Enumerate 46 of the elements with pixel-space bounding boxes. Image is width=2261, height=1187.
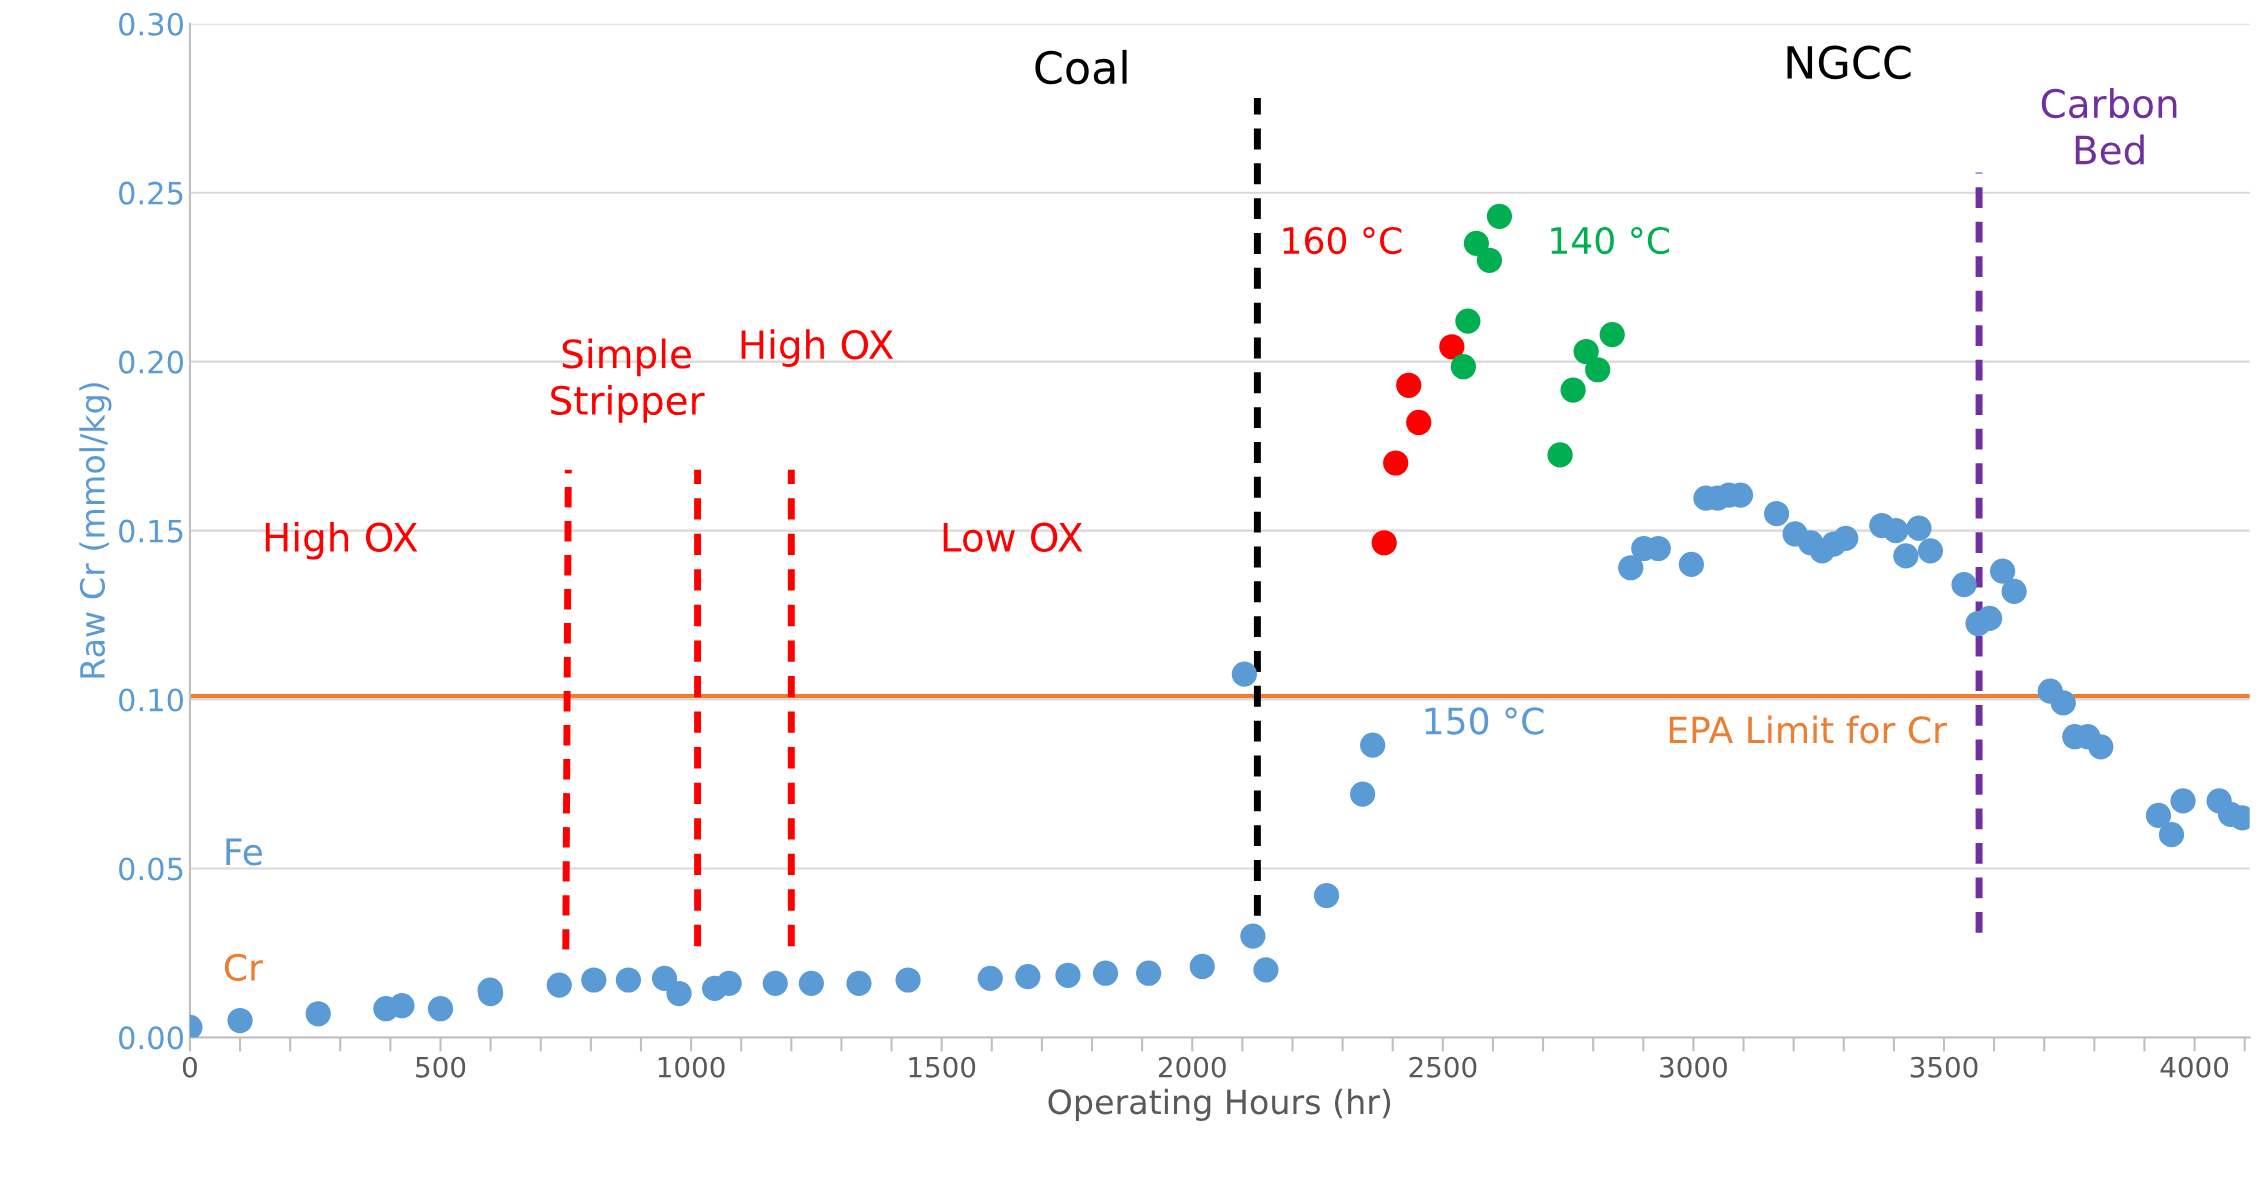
annotation: Simple Stripper: [551, 338, 705, 423]
point: [1560, 377, 1586, 403]
point: [1455, 308, 1481, 334]
x-tick-label: 500: [416, 1056, 466, 1078]
y-tick-label: 0.00: [119, 1026, 184, 1050]
point: [1476, 247, 1503, 273]
annotation: Carbon Bed: [2041, 88, 2177, 165]
annotation: High OX: [741, 329, 894, 367]
point: [1599, 321, 1625, 348]
annotation: NGCC: [1787, 45, 1911, 80]
y-tick-label: 0.30: [119, 12, 184, 36]
x-tick-label: 4000: [2160, 1056, 2229, 1078]
x-tick-label: 2000: [1158, 1056, 1226, 1078]
annotation: Low OX: [943, 522, 1083, 553]
point: [1450, 354, 1476, 380]
series-label: 150 °C: [1425, 707, 1544, 735]
point: [1585, 357, 1611, 383]
text: 160 °C: [1283, 226, 1402, 255]
series-label: 140 °C: [1551, 226, 1670, 255]
annotation: High OX: [265, 521, 418, 560]
y-tick-label: 0.15: [119, 519, 183, 543]
point: [1547, 442, 1573, 468]
x-tick-label: 2500: [1409, 1056, 1477, 1078]
point: [1371, 530, 1397, 556]
y-tick-label: 0.20: [119, 350, 184, 374]
point: [1396, 372, 1422, 398]
annotation: Coal: [1035, 49, 1127, 85]
point: [1573, 338, 1599, 365]
x-axis-title: Operating Hours (hr): [1048, 1088, 1391, 1121]
point: [1383, 450, 1409, 476]
y-tick-label: 0.10: [119, 688, 184, 712]
x-tick-label: 0: [182, 1056, 197, 1078]
point: [1463, 230, 1490, 256]
point: [1439, 334, 1465, 360]
x-tick-label: 3000: [1660, 1056, 1727, 1078]
x-tick-label: 3500: [1910, 1056, 1978, 1078]
y-tick-label: 0.05: [119, 857, 183, 881]
ref-line-label: EPA Limit for Cr: [1669, 715, 1947, 744]
point: [1406, 409, 1432, 436]
y-tick-label: 0.25: [119, 181, 183, 205]
annotation: Cr: [224, 953, 263, 982]
x-tick-label: 1000: [658, 1056, 725, 1078]
y-axis-title: Raw Cr (mmol/kg): [79, 383, 112, 678]
point: [1486, 203, 1513, 229]
x-tick-label: 1500: [909, 1056, 976, 1078]
annotation: Fe: [226, 838, 262, 866]
